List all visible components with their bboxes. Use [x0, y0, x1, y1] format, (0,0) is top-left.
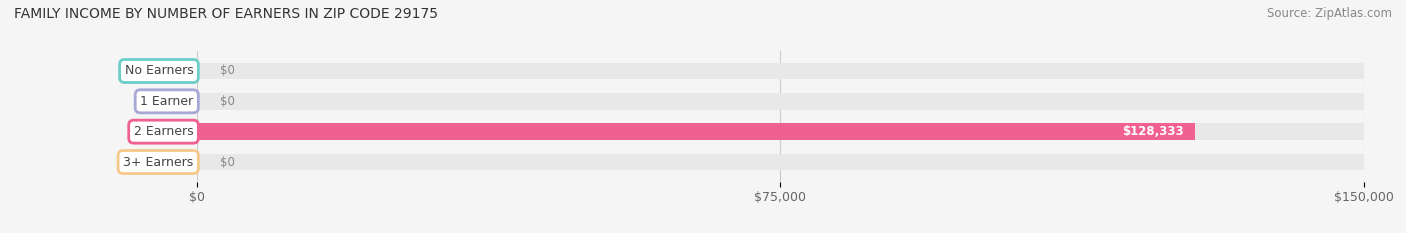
Bar [197, 154, 1364, 170]
Text: 1 Earner: 1 Earner [141, 95, 194, 108]
Text: FAMILY INCOME BY NUMBER OF EARNERS IN ZIP CODE 29175: FAMILY INCOME BY NUMBER OF EARNERS IN ZI… [14, 7, 439, 21]
Text: No Earners: No Earners [125, 65, 194, 78]
Text: 3+ Earners: 3+ Earners [124, 155, 194, 168]
Text: $0: $0 [221, 95, 235, 108]
Text: $0: $0 [221, 155, 235, 168]
Text: $128,333: $128,333 [1122, 125, 1184, 138]
Text: 2 Earners: 2 Earners [134, 125, 194, 138]
Text: Source: ZipAtlas.com: Source: ZipAtlas.com [1267, 7, 1392, 20]
Bar [197, 123, 1364, 140]
Bar [197, 123, 1195, 140]
Bar [197, 63, 1364, 79]
Bar [197, 93, 1364, 110]
Text: $0: $0 [221, 65, 235, 78]
